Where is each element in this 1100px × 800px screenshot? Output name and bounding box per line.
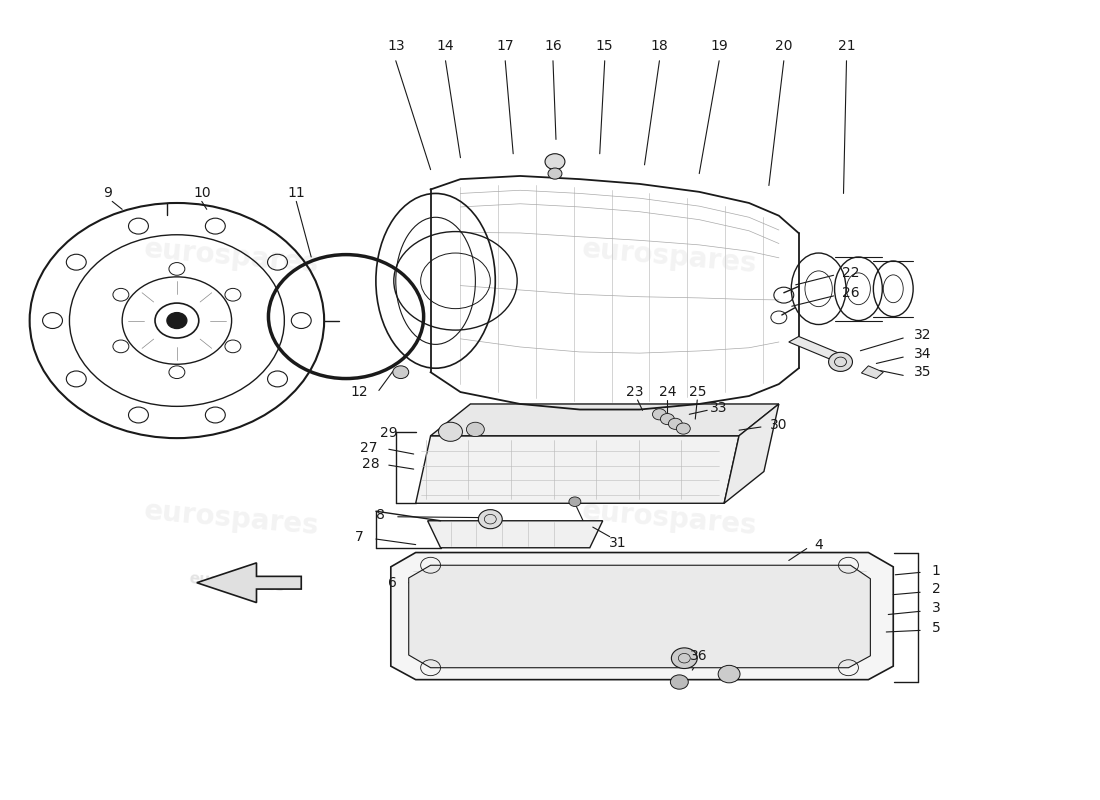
Polygon shape bbox=[724, 404, 779, 503]
Polygon shape bbox=[390, 553, 893, 680]
Text: eurospares: eurospares bbox=[581, 235, 758, 278]
Circle shape bbox=[828, 352, 852, 371]
Text: 30: 30 bbox=[770, 418, 788, 433]
Text: 10: 10 bbox=[192, 186, 210, 201]
Polygon shape bbox=[430, 404, 779, 436]
Polygon shape bbox=[861, 366, 883, 378]
Circle shape bbox=[676, 423, 691, 434]
Text: 17: 17 bbox=[496, 39, 514, 54]
Circle shape bbox=[167, 313, 187, 329]
Circle shape bbox=[660, 414, 674, 425]
Text: 8: 8 bbox=[376, 508, 385, 522]
Text: 16: 16 bbox=[544, 39, 562, 54]
Text: 21: 21 bbox=[838, 39, 856, 54]
Text: 15: 15 bbox=[596, 39, 614, 54]
Text: 14: 14 bbox=[437, 39, 454, 54]
Text: 11: 11 bbox=[287, 186, 305, 201]
Text: eurospares: eurospares bbox=[581, 498, 758, 541]
Text: 1: 1 bbox=[932, 564, 940, 578]
Text: eurospares: eurospares bbox=[188, 571, 285, 594]
Text: 34: 34 bbox=[914, 347, 932, 361]
Circle shape bbox=[652, 409, 667, 420]
Text: 25: 25 bbox=[689, 385, 706, 399]
Text: 27: 27 bbox=[360, 441, 377, 454]
Text: 12: 12 bbox=[350, 385, 367, 399]
Polygon shape bbox=[197, 563, 301, 602]
Text: 36: 36 bbox=[691, 649, 708, 663]
Polygon shape bbox=[428, 521, 603, 548]
Polygon shape bbox=[416, 436, 739, 503]
Text: 6: 6 bbox=[388, 576, 397, 590]
Text: 23: 23 bbox=[626, 385, 644, 399]
Text: 32: 32 bbox=[914, 328, 932, 342]
Text: 13: 13 bbox=[387, 39, 405, 54]
Circle shape bbox=[569, 497, 581, 506]
Text: 9: 9 bbox=[102, 186, 112, 201]
Text: 19: 19 bbox=[711, 39, 728, 54]
Text: 35: 35 bbox=[914, 365, 932, 379]
Text: 4: 4 bbox=[814, 538, 823, 551]
Circle shape bbox=[669, 418, 682, 430]
Text: 29: 29 bbox=[379, 426, 397, 440]
Text: 18: 18 bbox=[650, 39, 669, 54]
Circle shape bbox=[718, 666, 740, 683]
Circle shape bbox=[544, 154, 565, 170]
Text: eurospares: eurospares bbox=[143, 235, 320, 278]
Polygon shape bbox=[409, 566, 870, 668]
Text: 20: 20 bbox=[776, 39, 793, 54]
Polygon shape bbox=[789, 337, 847, 362]
Text: 5: 5 bbox=[932, 621, 940, 635]
Circle shape bbox=[439, 422, 462, 442]
Circle shape bbox=[548, 168, 562, 179]
Circle shape bbox=[466, 422, 484, 437]
Circle shape bbox=[478, 510, 503, 529]
Text: 2: 2 bbox=[932, 582, 940, 596]
Circle shape bbox=[393, 366, 409, 378]
Text: 3: 3 bbox=[932, 601, 940, 615]
Circle shape bbox=[671, 648, 697, 669]
Text: 28: 28 bbox=[362, 457, 380, 470]
Text: 33: 33 bbox=[711, 401, 728, 415]
Text: 26: 26 bbox=[842, 286, 859, 300]
Text: 24: 24 bbox=[659, 385, 676, 399]
Text: 7: 7 bbox=[354, 530, 363, 544]
Text: eurospares: eurospares bbox=[143, 498, 320, 541]
Text: 31: 31 bbox=[608, 536, 627, 550]
Circle shape bbox=[670, 675, 689, 689]
Text: 22: 22 bbox=[842, 266, 859, 280]
